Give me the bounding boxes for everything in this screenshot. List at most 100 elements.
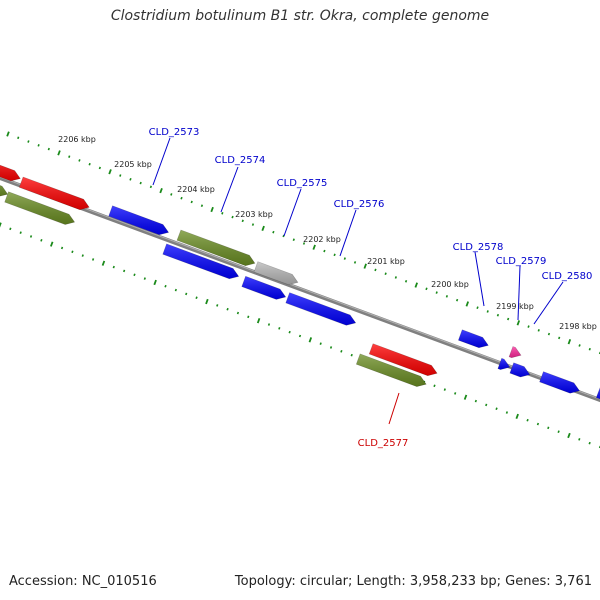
minor-tick: [435, 291, 438, 294]
scale-label: 2200 kbp: [431, 280, 469, 289]
minor-tick: [302, 242, 306, 245]
gene-label: CLD_2579: [496, 256, 547, 267]
minor-tick: [27, 140, 30, 143]
minor-tick: [474, 399, 477, 403]
minor-tick: [350, 353, 353, 357]
backbone-layer: [0, 175, 600, 403]
gene-arrow-shade: [0, 165, 21, 181]
gene-arrow-shade: [0, 185, 8, 197]
major-tick: [363, 263, 367, 269]
gene-label: CLD_2573: [149, 127, 200, 138]
minor-tick: [536, 422, 540, 426]
genome-backbone: [0, 175, 600, 403]
minor-tick: [98, 166, 101, 170]
minor-tick: [558, 336, 561, 340]
minor-tick: [578, 344, 581, 347]
minor-tick: [170, 193, 173, 196]
minor-tick: [547, 426, 550, 430]
minor-tick: [433, 384, 436, 388]
gene-cld-2574: [176, 229, 256, 267]
minor-tick: [333, 253, 336, 257]
map-title: Clostridium botulinum B1 str. Okra, comp…: [110, 8, 490, 24]
major-tick: [50, 241, 54, 247]
scale-label: 2198 kbp: [559, 322, 597, 331]
major-tick: [57, 150, 61, 156]
leader-line: [388, 392, 400, 425]
leader-line: [220, 166, 239, 213]
minor-tick: [445, 295, 449, 298]
major-tick: [465, 301, 470, 307]
gene-green-left-2: [4, 191, 76, 225]
leader-line: [339, 209, 357, 257]
gene-cld-2580: [509, 362, 531, 378]
minor-tick: [91, 258, 95, 261]
major-tick: [515, 413, 519, 420]
leader-line: [474, 251, 485, 307]
minor-tick: [526, 418, 529, 422]
gene-label: CLD_2574: [215, 155, 266, 166]
gene-label: CLD_2576: [334, 199, 385, 210]
minor-tick: [292, 238, 295, 242]
major-tick: [205, 298, 209, 305]
minor-tick: [149, 185, 153, 189]
gene-green-2577: [355, 353, 427, 387]
gene-green-left-1: [0, 185, 9, 197]
gene-blue-short: [241, 275, 287, 300]
gene-label: CLD_2578: [453, 242, 504, 253]
major-tick: [567, 339, 572, 345]
minor-tick: [298, 334, 302, 338]
gene-arrow-shade: [539, 371, 580, 394]
minor-tick: [112, 265, 115, 269]
minor-tick: [425, 287, 428, 291]
accession-text: Accession: NC_010516: [9, 574, 157, 589]
minor-tick: [133, 273, 136, 277]
major-tick: [261, 225, 265, 232]
minor-tick: [547, 332, 551, 336]
scale-label: 2204 kbp: [177, 185, 215, 194]
minor-tick: [495, 407, 498, 411]
minor-tick: [180, 196, 183, 200]
gene-arrow-shade: [177, 230, 255, 266]
gene-arrow-shade: [4, 191, 75, 225]
minor-tick: [190, 200, 193, 204]
gene-arrow-shade: [369, 343, 438, 376]
major-tick: [256, 318, 261, 324]
minor-tick: [241, 219, 244, 223]
gene-arrow-shade: [458, 329, 489, 348]
major-tick: [308, 337, 313, 343]
minor-tick: [19, 231, 22, 234]
gene-labels: CLD_2573 CLD_2574 CLD_2575 CLD_2576 CLD_2577…: [149, 127, 593, 449]
minor-tick: [527, 325, 530, 328]
scale-label: 2206 kbp: [58, 135, 96, 144]
label-leaders: [152, 137, 564, 425]
gene-arrow-shade: [509, 346, 521, 358]
major-tick: [0, 222, 2, 228]
minor-tick: [272, 230, 275, 234]
minor-tick: [119, 174, 122, 177]
scale-label: 2201 kbp: [367, 257, 405, 266]
leader-line: [517, 265, 521, 321]
minor-tick: [60, 246, 64, 250]
leader-line: [283, 188, 302, 237]
minor-tick: [226, 307, 229, 311]
genome-backbone-highlight: [0, 176, 600, 400]
minor-tick: [143, 277, 146, 280]
minor-tick: [47, 147, 50, 151]
minor-tick: [557, 430, 560, 433]
minor-tick: [81, 254, 84, 257]
gene-features: [0, 164, 600, 400]
minor-tick: [454, 392, 457, 395]
minor-tick: [9, 227, 12, 231]
minor-tick: [343, 257, 346, 260]
minor-tick: [40, 239, 43, 242]
minor-tick: [578, 438, 581, 441]
minor-tick: [443, 388, 446, 391]
gene-cld-2573: [108, 205, 170, 236]
major-tick: [108, 169, 112, 175]
minor-tick: [123, 269, 126, 273]
minor-tick: [17, 136, 20, 140]
scale-labels: 2206 kbp 2205 kbp 2204 kbp 2203 kbp 2202 kbp…: [58, 135, 597, 331]
gene-blue-right-2: [595, 386, 600, 400]
minor-tick: [185, 292, 188, 296]
minor-tick: [247, 315, 250, 319]
